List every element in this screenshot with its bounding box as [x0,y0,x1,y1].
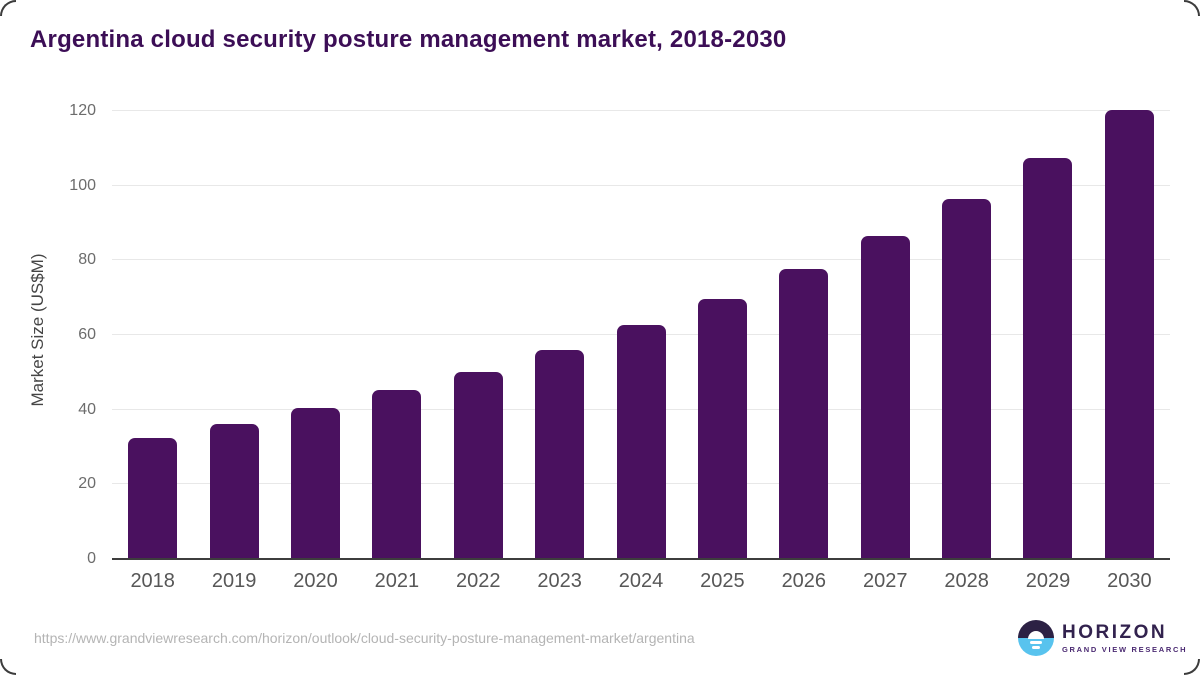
y-tick-label: 120 [69,102,96,120]
x-axis-label: 2018 [130,570,175,592]
source-url: https://www.grandviewresearch.com/horizo… [34,630,695,646]
x-axis-label: 2026 [781,570,827,592]
x-axis-line [112,558,1170,560]
logo-reflection-dash [1032,646,1040,649]
x-axis-label: 2029 [1025,570,1071,592]
logo-name: HORIZON [1062,621,1168,643]
bar [697,298,747,559]
x-axis-label: 2022 [456,570,501,592]
bar [453,371,503,559]
bar-slot [1089,100,1170,559]
bar-slot [193,100,274,559]
x-axis-label: 2030 [1107,570,1152,592]
x-axis-label: 2021 [374,570,420,592]
bar-slot [112,100,193,559]
bar [1104,110,1154,559]
bar [1023,157,1073,559]
bar-slot [519,100,600,559]
corner-border [0,659,16,675]
bar-slot [682,100,763,559]
chart-title: Argentina cloud security posture managem… [30,26,787,53]
y-tick-label: 0 [87,550,96,567]
logo-subtitle: GRAND VIEW RESEARCH [1062,644,1188,654]
gridline [112,259,1170,261]
x-axis-label: 2027 [862,570,908,592]
gridline [112,184,1170,186]
bar [616,324,666,559]
bar [209,423,259,559]
x-axis-label: 2025 [700,570,745,592]
y-tick-label: 40 [78,400,96,418]
bar [942,198,992,559]
logo-sun-icon [1028,631,1044,639]
corner-border [1184,0,1200,16]
bar-slot [438,100,519,559]
bar [372,390,422,559]
x-axis-label: 2028 [944,570,989,592]
bar [860,236,910,559]
x-axis-label: 2024 [618,570,664,592]
bar-slot [356,100,437,559]
y-axis-title: Market Size (US$M) [28,253,47,407]
x-axis-label: 2023 [537,570,582,592]
logo-text-block: HORIZON GRAND VIEW RESEARCH [1062,621,1188,654]
x-axis-label: 2020 [293,570,338,592]
y-tick-label: 20 [78,475,96,493]
y-tick-label: 80 [78,251,96,269]
x-axis-labels-container: 2018 2019 2020 2021 2022 2023 2024 2025 2026 2027… [112,570,1170,593]
bar [128,438,178,559]
bar-slot [275,100,356,559]
x-axis-label: 2019 [211,570,257,592]
bar-slot [763,100,844,559]
corner-border [0,0,16,16]
corner-border [1184,659,1200,675]
bars-container [112,100,1170,559]
bar [535,350,585,559]
bar-slot [926,100,1007,559]
plot-area: 0 20 40 60 80 100 120 [69,100,1170,567]
bar [290,407,340,559]
bar [779,269,829,559]
gridline [112,110,1170,112]
y-tick-label: 60 [78,326,96,344]
bar-slot [845,100,926,559]
horizon-logo-icon [1018,620,1054,656]
bar-slot [600,100,681,559]
horizon-logo: HORIZON GRAND VIEW RESEARCH [1018,620,1187,656]
logo-sky-half [1018,620,1054,638]
logo-reflection-dash [1030,641,1042,644]
y-tick-label: 100 [69,176,96,194]
bar-slot [1007,100,1088,559]
